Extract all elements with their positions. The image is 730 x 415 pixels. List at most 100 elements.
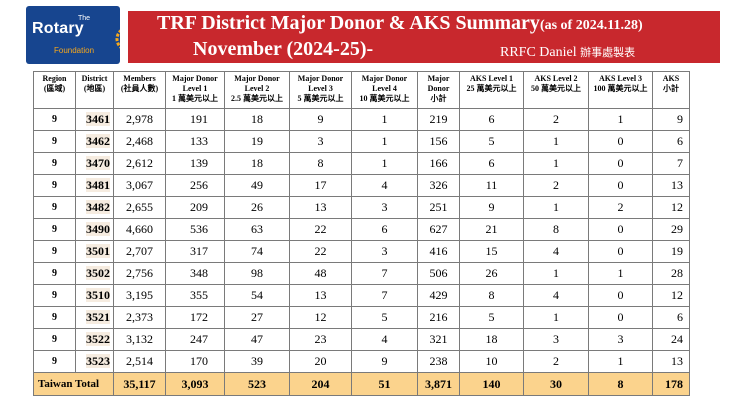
district-number: 3462 bbox=[86, 134, 110, 148]
table-cell: 9 bbox=[33, 218, 76, 241]
table-cell: 133 bbox=[165, 130, 225, 153]
district-number: 3510 bbox=[86, 288, 110, 302]
table-cell: 9 bbox=[33, 240, 76, 263]
table-row: 9 3462 2,468 133 19 3 1 156 5 1 0 6 bbox=[33, 130, 690, 153]
table-cell: 19 bbox=[652, 240, 690, 263]
table-cell: 19 bbox=[224, 130, 290, 153]
table-cell: 20 bbox=[289, 350, 352, 373]
table-cell: 13 bbox=[289, 284, 352, 307]
column-header: AKS Level 1 25 萬美元以上 bbox=[459, 71, 524, 109]
table-cell: 98 bbox=[224, 262, 290, 285]
table-row: 9 3481 3,067 256 49 17 4 326 11 2 0 13 bbox=[33, 174, 690, 197]
table-header-row: Region (區域) District (地區) Members (社員人數) Major… bbox=[33, 71, 690, 109]
table-row: 9 3461 2,978 191 18 9 1 219 6 2 1 9 bbox=[33, 108, 690, 131]
column-header-line: 50 萬美元以上 bbox=[531, 84, 581, 93]
table-cell: 9 bbox=[351, 350, 418, 373]
table-cell: 1 bbox=[351, 108, 418, 131]
column-header-line: District bbox=[81, 74, 108, 83]
table-cell: 3,132 bbox=[113, 328, 166, 351]
column-header-line: 1 萬美元以上 bbox=[172, 94, 218, 103]
table-cell: 3502 bbox=[75, 262, 114, 285]
table-cell: 2,612 bbox=[113, 152, 166, 175]
table-cell: 139 bbox=[165, 152, 225, 175]
column-header-line: Members bbox=[123, 74, 156, 83]
table-cell: 3481 bbox=[75, 174, 114, 197]
table-cell: 18 bbox=[224, 108, 290, 131]
table-cell: 47 bbox=[224, 328, 290, 351]
column-header-line: Major Donor bbox=[172, 74, 218, 83]
table-cell: 24 bbox=[652, 328, 690, 351]
column-header-line: Level 2 bbox=[244, 84, 270, 93]
table-cell: 0 bbox=[588, 130, 653, 153]
column-header-line: Major bbox=[427, 74, 450, 83]
table-cell: 0 bbox=[588, 306, 653, 329]
column-header-line: 25 萬美元以上 bbox=[466, 84, 517, 93]
table-cell: 170 bbox=[165, 350, 225, 373]
total-cell: 35,117 bbox=[113, 372, 166, 396]
column-header-line: 2.5 萬美元以上 bbox=[231, 94, 283, 103]
column-header: District (地區) bbox=[75, 71, 114, 109]
column-header-line: (地區) bbox=[83, 84, 106, 93]
table-cell: 8 bbox=[289, 152, 352, 175]
table-cell: 11 bbox=[459, 174, 524, 197]
column-header-line: 小計 bbox=[430, 94, 447, 103]
table-cell: 7 bbox=[351, 284, 418, 307]
table-cell: 1 bbox=[523, 152, 589, 175]
column-header-line: Donor bbox=[427, 84, 450, 93]
table-cell: 27 bbox=[224, 306, 290, 329]
table-cell: 3 bbox=[588, 328, 653, 351]
column-header: AKS 小計 bbox=[652, 71, 690, 109]
table-row: 9 3482 2,655 209 26 13 3 251 9 1 2 12 bbox=[33, 196, 690, 219]
table-cell: 2,655 bbox=[113, 196, 166, 219]
column-header-line: 5 萬美元以上 bbox=[297, 94, 344, 103]
total-cell: 523 bbox=[224, 372, 290, 396]
table-cell: 3,195 bbox=[113, 284, 166, 307]
table-cell: 6 bbox=[652, 306, 690, 329]
table-cell: 49 bbox=[224, 174, 290, 197]
summary-table: Region (區域) District (地區) Members (社員人數) Major… bbox=[33, 71, 690, 396]
table-cell: 17 bbox=[289, 174, 352, 197]
table-cell: 18 bbox=[459, 328, 524, 351]
table-cell: 6 bbox=[652, 130, 690, 153]
table-cell: 21 bbox=[459, 218, 524, 241]
table-cell: 0 bbox=[588, 218, 653, 241]
table-row: 9 3510 3,195 355 54 13 7 429 8 4 0 12 bbox=[33, 284, 690, 307]
table-cell: 2,514 bbox=[113, 350, 166, 373]
table-body: 9 3461 2,978 191 18 9 1 219 6 2 1 9 9 3462 2,468 133 19 3… bbox=[33, 108, 690, 396]
table-cell: 26 bbox=[459, 262, 524, 285]
table-cell: 4 bbox=[351, 174, 418, 197]
table-cell: 2,707 bbox=[113, 240, 166, 263]
table-cell: 1 bbox=[351, 130, 418, 153]
rotary-wheel-icon bbox=[115, 29, 120, 49]
table-cell: 2,978 bbox=[113, 108, 166, 131]
table-cell: 28 bbox=[652, 262, 690, 285]
district-number: 3523 bbox=[86, 354, 110, 368]
logo-the-text: The bbox=[78, 15, 91, 22]
table-cell: 13 bbox=[289, 196, 352, 219]
column-header-line: (區域) bbox=[43, 84, 66, 93]
column-header: Region (區域) bbox=[33, 71, 76, 109]
table-cell: 6 bbox=[459, 108, 524, 131]
table-cell: 5 bbox=[351, 306, 418, 329]
table-cell: 2 bbox=[523, 174, 589, 197]
column-header-line: Level 3 bbox=[308, 84, 333, 93]
district-number: 3502 bbox=[86, 266, 110, 280]
table-cell: 29 bbox=[652, 218, 690, 241]
table-cell: 166 bbox=[417, 152, 460, 175]
table-cell: 3521 bbox=[75, 306, 114, 329]
column-header-line: 100 萬美元以上 bbox=[593, 84, 648, 93]
table-cell: 9 bbox=[33, 328, 76, 351]
table-cell: 1 bbox=[523, 196, 589, 219]
table-cell: 4 bbox=[523, 240, 589, 263]
column-header-line: Level 1 bbox=[182, 84, 208, 93]
table-cell: 23 bbox=[289, 328, 352, 351]
total-row: Taiwan Total 35,117 3,093 523 204 51 3,871 140 3… bbox=[33, 372, 690, 396]
table-row: 9 3522 3,132 247 47 23 4 321 18 3 3 24 bbox=[33, 328, 690, 351]
page-subtitle: November (2024-25)- bbox=[193, 38, 374, 60]
table-cell: 0 bbox=[588, 284, 653, 307]
district-number: 3470 bbox=[86, 156, 110, 170]
table-cell: 0 bbox=[588, 152, 653, 175]
column-header-line: Region bbox=[42, 74, 67, 83]
